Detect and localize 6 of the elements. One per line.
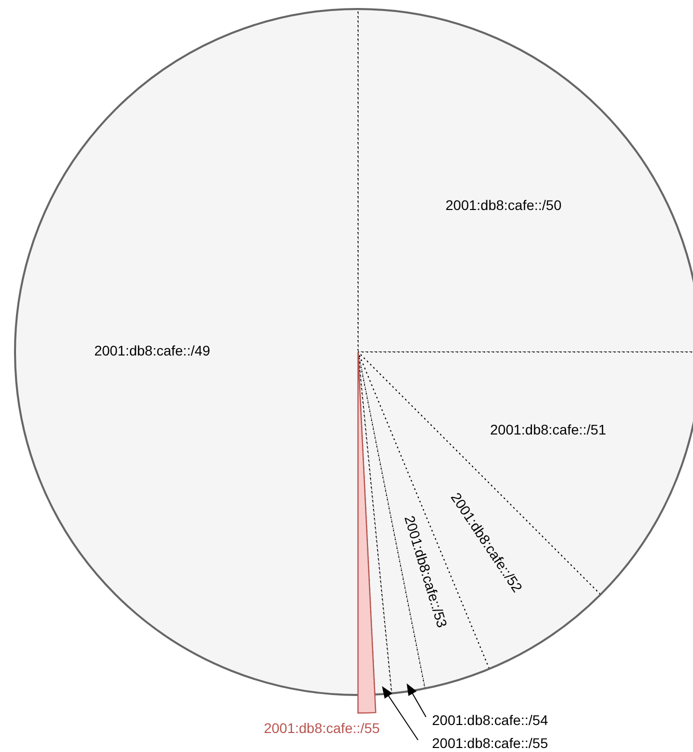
slice-label: 2001:db8:cafe::/55: [432, 735, 548, 751]
slice-label: 2001:db8:cafe::/50: [446, 197, 562, 214]
slice-label: 2001:db8:cafe::/54: [432, 712, 548, 728]
slice-label: 2001:db8:cafe::/51: [490, 421, 606, 438]
slice-label: 2001:db8:cafe::/55: [264, 720, 380, 736]
slice-label: 2001:db8:cafe::/49: [94, 342, 210, 359]
